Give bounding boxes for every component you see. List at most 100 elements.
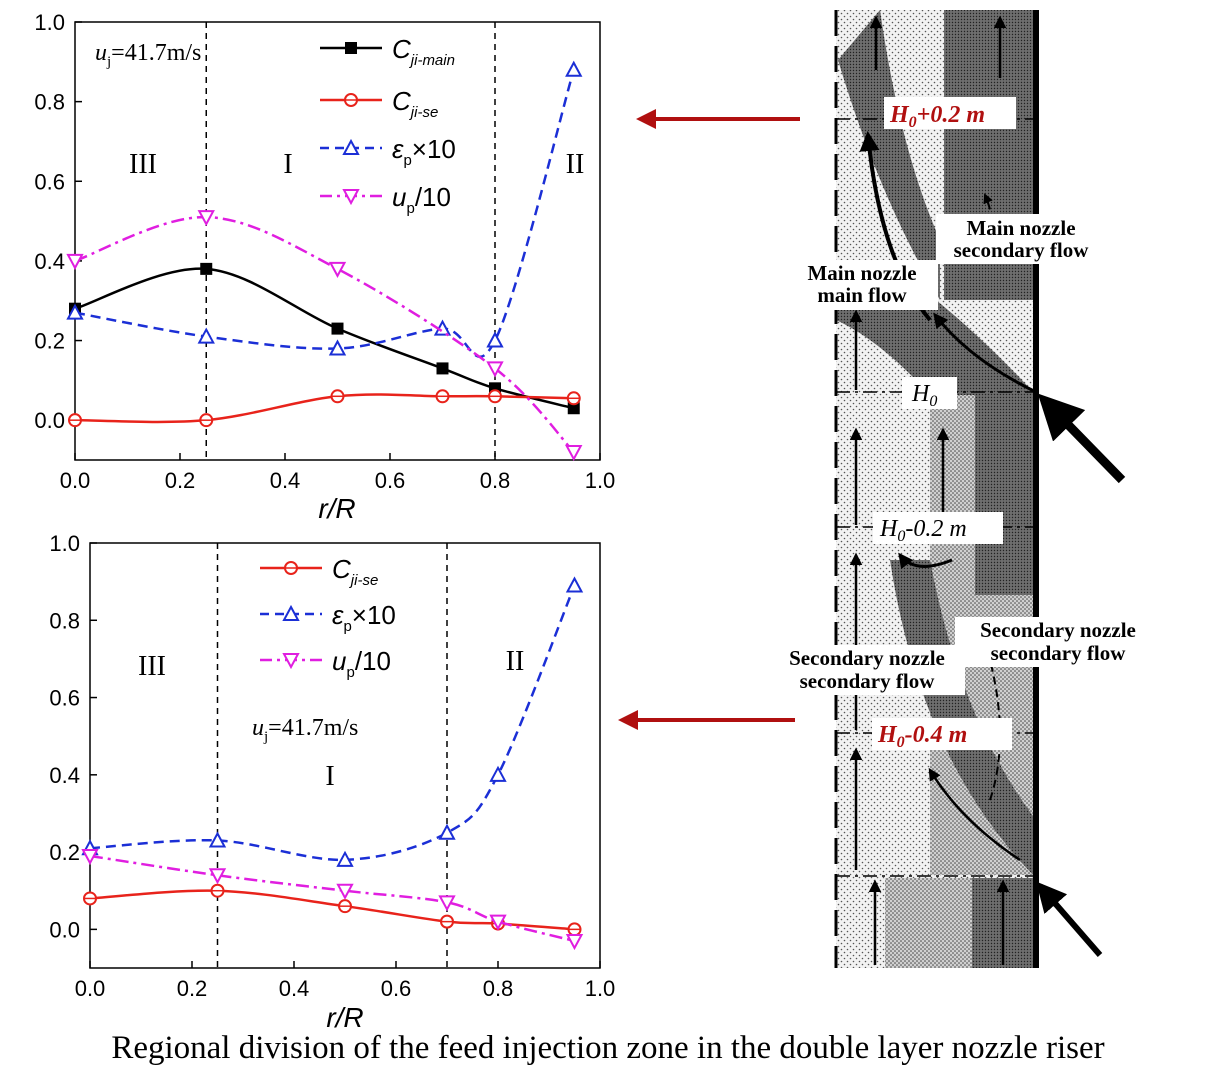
legend-entry-cji-se: Cji-se (320, 86, 438, 121)
secondary-nozzle-jet (1036, 881, 1103, 957)
plot-frame (89, 542, 601, 969)
x-tick-label: 1.0 (585, 976, 616, 1001)
svg-text:Main nozzle: Main nozzle (807, 261, 916, 285)
level-label-h0-plus-0-2: H0+0.2 m (884, 97, 1016, 131)
main-nozzle-jet (1037, 393, 1126, 484)
figure-canvas: 0.0 0.2 0.4 0.6 0.8 1.0 0.0 0.2 0.4 0.6 0.8 1.0 r/R… (34, 10, 1160, 1030)
data-point (81, 848, 99, 866)
y-tick-label: 1.0 (34, 10, 65, 35)
y-tick-label: 0.8 (34, 90, 65, 115)
x-tick-label: 0.4 (270, 468, 301, 493)
legend-entry-epsilon: εp×10 (260, 600, 396, 635)
data-point (438, 823, 456, 840)
svg-text:main flow: main flow (817, 283, 907, 307)
svg-text:H0-0.2 m: H0-0.2 m (879, 516, 967, 545)
x-tick-label: 0.0 (75, 976, 106, 1001)
x-tick-label: 0.0 (60, 468, 91, 493)
y-tick-label: 0.8 (49, 608, 80, 633)
x-axis-title: r/R (318, 493, 355, 524)
x-tick-label: 0.8 (480, 468, 511, 493)
label-secondary-nozzle-secondary-flow-right: Secondary nozzle secondary flow (955, 617, 1160, 667)
data-point (565, 60, 583, 77)
data-point (565, 445, 583, 462)
data-point (489, 765, 507, 782)
region-label-III: III (129, 149, 157, 180)
legend-entry-cji-main: Cji-main (320, 34, 455, 69)
data-point (565, 576, 584, 593)
svg-text:secondary flow: secondary flow (800, 669, 936, 693)
x-tick-label: 0.2 (177, 976, 208, 1001)
label-main-nozzle-secondary-flow: Main nozzle secondary flow (936, 214, 1106, 264)
data-point (331, 322, 344, 335)
label-main-nozzle-main-flow: Main nozzle main flow (778, 260, 938, 310)
data-point (336, 883, 354, 900)
region-label-III: III (138, 651, 166, 682)
data-point (486, 331, 504, 348)
top-chart: 0.0 0.2 0.4 0.6 0.8 1.0 0.0 0.2 0.4 0.6 0.8 1.0 r/R… (34, 10, 615, 524)
legend-label: εp×10 (392, 134, 456, 169)
bottom-chart: 0.0 0.2 0.4 0.6 0.8 1.0 0.0 0.2 0.4 0.6 0.8 1.0 r/R… (49, 531, 615, 1030)
x-tick-label: 0.4 (279, 976, 310, 1001)
x-tick-label: 0.6 (381, 976, 412, 1001)
region-label-I: I (325, 761, 334, 792)
data-point (328, 339, 347, 356)
region-label-II: II (566, 149, 585, 180)
x-tick-label: 1.0 (585, 468, 616, 493)
legend-entry-cji-se: Cji-se (260, 554, 378, 589)
svg-text:secondary flow: secondary flow (954, 238, 1090, 262)
y-tick-label: 0.0 (34, 408, 65, 433)
svg-text:H0-0.4 m: H0-0.4 m (877, 722, 967, 751)
svg-text:secondary flow: secondary flow (991, 641, 1127, 665)
x-tick-label: 0.2 (165, 468, 196, 493)
y-tick-label: 0.6 (34, 169, 65, 194)
legend-label: up/10 (332, 646, 391, 681)
data-point (438, 895, 456, 912)
legend-label: Cji-se (332, 554, 378, 589)
data-point (565, 933, 584, 951)
svg-text:Secondary nozzle: Secondary nozzle (789, 646, 945, 670)
series-line-p (89, 585, 576, 862)
series-line-p (74, 215, 575, 453)
data-point (567, 402, 580, 415)
y-tick-label: 0.6 (49, 686, 80, 711)
figure-caption: Regional division of the feed injection … (111, 1030, 1105, 1066)
data-point (328, 261, 347, 278)
data-point (436, 362, 449, 375)
y-tick-label: 0.0 (49, 917, 80, 942)
series-line-p (89, 854, 575, 943)
legend-label: εp×10 (332, 600, 396, 635)
riser-schematic: H0+0.2 m H0 H0-0.2 m H0-0.4 m Main nozzl… (770, 10, 1160, 968)
legend-label: Cji-main (392, 34, 455, 69)
data-point (66, 253, 84, 271)
svg-text:H0+0.2 m: H0+0.2 m (889, 102, 985, 131)
y-tick-label: 1.0 (49, 531, 80, 556)
data-point (200, 262, 213, 275)
level-label-h0-minus-0-4: H0-0.4 m (872, 718, 1012, 751)
main-flow-band (838, 10, 940, 300)
data-point (66, 303, 84, 320)
svg-text:Secondary nozzle: Secondary nozzle (980, 618, 1136, 642)
wall-region-dark (975, 395, 1036, 595)
legend: Cji-main Cji-se εp×10 up/10 (320, 34, 456, 217)
legend: Cji-se εp×10 up/10 (260, 554, 396, 681)
velocity-annotation: uj=41.7m/s (252, 715, 358, 745)
legend-label: up/10 (392, 182, 451, 217)
data-point (208, 868, 227, 885)
svg-text:Main nozzle: Main nozzle (966, 216, 1075, 240)
level-label-h0-minus-0-2: H0-0.2 m (873, 512, 1003, 545)
label-secondary-nozzle-secondary-flow-left: Secondary nozzle secondary flow (770, 645, 965, 695)
y-tick-label: 0.4 (34, 249, 65, 274)
x-tick-label: 0.8 (483, 976, 514, 1001)
data-point (208, 831, 227, 848)
legend-entry-up: up/10 (320, 182, 451, 217)
legend-label: Cji-se (392, 86, 438, 121)
region-label-I: I (283, 149, 292, 180)
region-label-II: II (506, 646, 525, 677)
legend-entry-epsilon: εp×10 (320, 134, 456, 169)
y-tick-label: 0.2 (34, 329, 65, 354)
series-line-p (74, 69, 575, 358)
svg-text:H0: H0 (911, 381, 937, 410)
velocity-annotation: uj=41.7m/s (95, 40, 201, 70)
data-point (489, 914, 507, 931)
main-jet-region (836, 300, 1036, 395)
